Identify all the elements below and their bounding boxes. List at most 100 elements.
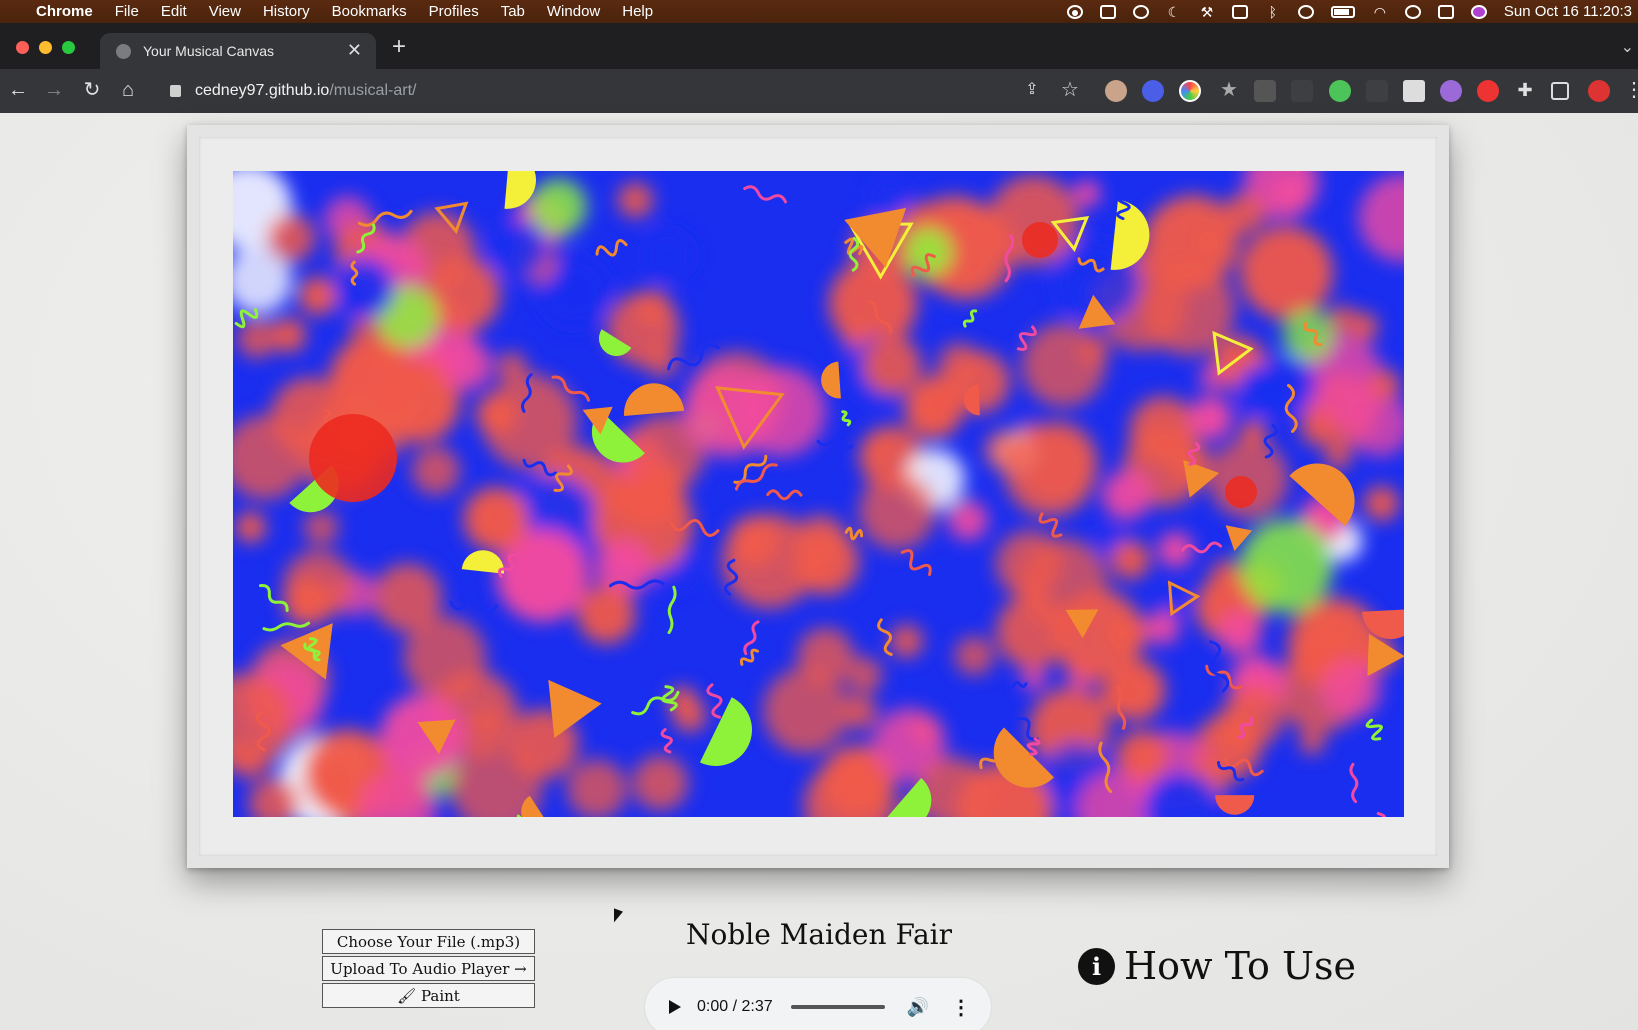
player-timeline[interactable]	[790, 1005, 885, 1009]
extensions-puzzle-icon[interactable]: ✚	[1517, 80, 1533, 100]
paint-blob	[1299, 729, 1325, 755]
squiggle-stroke	[1303, 321, 1323, 347]
forward-icon[interactable]: →	[44, 79, 64, 101]
more-options-icon[interactable]: ⋮	[951, 996, 972, 1019]
paint-blob	[1282, 309, 1335, 362]
keyboard-icon[interactable]	[1231, 4, 1248, 19]
extension-7-icon[interactable]	[1403, 80, 1425, 102]
how-to-use-link[interactable]: i How To Use	[1078, 944, 1356, 988]
lock-icon[interactable]	[170, 85, 181, 97]
paint-blob	[1324, 443, 1352, 471]
extension-4-icon[interactable]	[1291, 80, 1313, 102]
chrome-menu-icon[interactable]: ⋮	[1624, 79, 1638, 101]
new-tab-icon[interactable]: +	[392, 33, 407, 60]
bluetooth-icon[interactable]: ᛒ	[1268, 3, 1278, 20]
squiggle-stroke	[631, 690, 680, 716]
menu-file[interactable]: File	[114, 3, 139, 20]
squiggle-stroke	[595, 239, 628, 257]
side-panel-icon[interactable]	[1551, 82, 1569, 100]
paint-blob	[566, 759, 627, 817]
back-icon[interactable]: ←	[8, 79, 28, 101]
extension-color-wheel-icon[interactable]	[1179, 80, 1201, 102]
extension-6-icon[interactable]	[1366, 80, 1388, 102]
tab-your-musical-canvas[interactable]: Your Musical Canvas ✕	[100, 33, 376, 69]
address-bar[interactable]: cedney97.github.io/musical-art/	[160, 77, 1050, 105]
paint-blob	[233, 246, 292, 314]
extension-8-icon[interactable]	[1440, 80, 1462, 102]
control-center-icon[interactable]	[1437, 4, 1454, 19]
squiggle-stroke	[844, 526, 864, 541]
red-accent-circle	[309, 414, 397, 502]
paint-blob	[1199, 364, 1227, 392]
extension-3-icon[interactable]	[1254, 80, 1276, 102]
choose-file-button[interactable]: Choose Your File (.mp3)	[322, 929, 535, 954]
paint-blob	[403, 616, 486, 699]
menu-clock[interactable]: Sun Oct 16 11:20:3	[1503, 3, 1632, 20]
menu-profiles[interactable]: Profiles	[428, 3, 479, 20]
squiggle-stroke	[1216, 760, 1245, 782]
paint-button[interactable]: 🖌 Paint	[322, 983, 535, 1008]
menu-app-name[interactable]: Chrome	[36, 3, 93, 20]
user-icon[interactable]	[1297, 4, 1314, 19]
triangle-shape	[1367, 633, 1404, 677]
musical-art-canvas[interactable]	[233, 171, 1404, 817]
zoom-window-icon[interactable]	[62, 41, 75, 54]
menu-view[interactable]: View	[208, 3, 241, 20]
menu-edit[interactable]: Edit	[160, 3, 187, 20]
play-circle-icon[interactable]	[1132, 4, 1149, 19]
spotlight-search-icon[interactable]	[1404, 4, 1421, 19]
menu-tab[interactable]: Tab	[500, 3, 525, 20]
minimize-window-icon[interactable]	[39, 41, 52, 54]
paint-blob	[1276, 175, 1309, 209]
close-window-icon[interactable]	[16, 41, 29, 54]
profile-avatar-icon[interactable]	[1588, 80, 1610, 102]
paint-blob	[1142, 262, 1236, 356]
tool-icon[interactable]: ⚒	[1200, 3, 1214, 20]
half-disc-shape	[504, 171, 536, 209]
battery-icon[interactable]	[1330, 5, 1355, 18]
share-icon[interactable]: ⇪	[1025, 81, 1039, 98]
home-icon[interactable]: ⌂	[121, 79, 135, 101]
triangle-shape	[1212, 330, 1254, 376]
paint-blob	[1222, 684, 1285, 747]
bookmark-star-icon[interactable]: ☆	[1061, 79, 1079, 101]
squiggle-stroke	[877, 618, 893, 656]
extension-star-icon[interactable]: ★	[1220, 79, 1238, 101]
squiggle-stroke	[1116, 193, 1131, 221]
extension-1-icon[interactable]	[1105, 80, 1127, 102]
clipboard-icon[interactable]	[1099, 4, 1116, 19]
squiggle-stroke	[743, 185, 788, 204]
triangle-shape	[1183, 459, 1220, 498]
play-icon[interactable]	[669, 1000, 681, 1014]
audio-player[interactable]: 0:00 / 2:37 🔊 ⋮	[645, 978, 991, 1030]
menu-help[interactable]: Help	[622, 3, 654, 20]
squiggle-stroke	[739, 648, 760, 666]
paint-blob	[376, 285, 439, 348]
tab-search-chevron-icon[interactable]: ⌄	[1620, 39, 1634, 56]
info-icon: i	[1078, 947, 1115, 985]
extension-5-icon[interactable]	[1329, 80, 1351, 102]
paint-blob	[803, 760, 894, 817]
menu-bookmarks[interactable]: Bookmarks	[331, 3, 407, 20]
mouse-cursor-icon	[614, 908, 623, 926]
volume-icon[interactable]: 🔊	[906, 996, 930, 1017]
extension-2-icon[interactable]	[1142, 80, 1164, 102]
paint-blob	[1328, 305, 1356, 333]
siri-icon[interactable]	[1470, 4, 1487, 19]
menu-window[interactable]: Window	[546, 3, 601, 20]
close-tab-icon[interactable]: ✕	[346, 40, 362, 60]
paint-blob	[995, 530, 1064, 599]
globe-icon	[116, 43, 131, 59]
squiggle-stroke	[844, 237, 864, 256]
squiggle-stroke	[1263, 423, 1278, 459]
record-icon[interactable]	[1066, 4, 1083, 19]
menu-history[interactable]: History	[262, 3, 310, 20]
upload-to-player-button[interactable]: Upload To Audio Player →	[322, 956, 535, 981]
moon-icon[interactable]: ☾	[1167, 3, 1181, 20]
paint-blob	[1101, 470, 1152, 520]
reload-icon[interactable]: ↻	[83, 79, 101, 101]
adblock-icon[interactable]	[1477, 80, 1499, 102]
squiggle-stroke	[1284, 384, 1298, 433]
wifi-icon[interactable]: ◠	[1373, 3, 1386, 20]
squiggle-stroke	[1365, 718, 1383, 741]
